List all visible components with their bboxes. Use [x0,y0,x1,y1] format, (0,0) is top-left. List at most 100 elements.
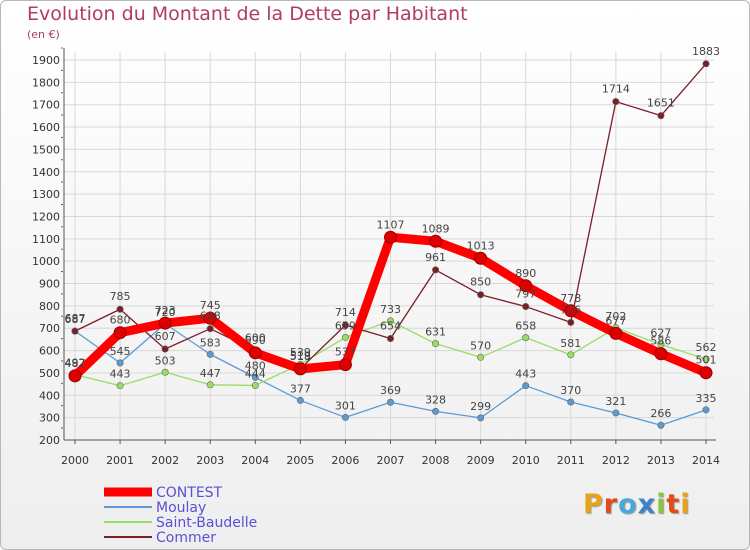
point-moulay-2011 [567,398,575,406]
point-contest-2000 [68,369,82,383]
point-contest-2012 [609,326,623,340]
legend-label-contest: CONTEST [156,485,223,501]
point-moulay-2001 [116,359,124,367]
data-label-contest-2014: 501 [696,354,717,367]
y-tick-label-200: 200 [39,434,60,447]
data-label-saint-baudelle-2012: 702 [605,310,626,323]
point-saint-baudelle-2003 [206,381,214,389]
data-label-contest-2003: 745 [200,299,221,312]
point-saint-baudelle-2011 [567,351,575,359]
x-tick-label-2000: 2000 [61,454,89,467]
data-label-saint-baudelle-2011: 581 [560,337,581,350]
data-label-commer-2006: 714 [335,306,356,319]
data-label-moulay-2001: 545 [110,345,131,358]
data-label-commer-2011: 726 [560,303,581,316]
data-label-moulay-2010: 443 [515,368,536,381]
point-moulay-2014 [702,406,710,414]
data-label-moulay-2007: 369 [380,384,401,397]
y-tick-label-1000: 1000 [32,255,60,268]
point-commer-2008 [432,266,440,274]
data-label-moulay-2009: 299 [470,400,491,413]
data-label-contest-2011: 778 [560,292,581,305]
point-saint-baudelle-2004 [251,381,259,389]
point-saint-baudelle-2014 [702,355,710,363]
chart-title: Evolution du Montant de la Dette par Hab… [27,3,468,25]
x-tick-label-2007: 2007 [377,454,405,467]
data-label-saint-baudelle-2004: 444 [245,367,266,380]
data-label-moulay-2008: 328 [425,393,446,406]
point-contest-2009 [474,251,488,265]
data-label-commer-2001: 785 [110,290,131,303]
point-commer-2007 [386,335,394,343]
point-commer-2009 [477,291,485,299]
point-contest-2010 [519,279,533,293]
data-label-contest-2000: 487 [65,357,86,370]
chart-subtitle: (en €) [27,28,60,41]
x-tick-label-2010: 2010 [512,454,540,467]
x-tick-label-2014: 2014 [692,454,720,467]
y-tick-label-1800: 1800 [32,76,60,89]
data-label-contest-2005: 518 [290,350,311,363]
point-saint-baudelle-2002 [161,368,169,376]
x-tick-label-2008: 2008 [422,454,450,467]
x-tick-label-2005: 2005 [286,454,314,467]
y-tick-label-800: 800 [39,300,60,313]
data-label-saint-baudelle-2003: 447 [200,367,221,380]
data-label-contest-2008: 1089 [422,222,450,235]
point-contest-2006 [338,358,352,372]
data-label-commer-2008: 961 [425,251,446,264]
data-label-moulay-2002: 720 [155,306,176,319]
data-label-commer-2010: 797 [515,288,536,301]
point-moulay-2005 [296,396,304,404]
data-label-commer-2012: 1714 [602,83,630,96]
data-label-commer-2000: 687 [65,312,86,325]
point-contest-2005 [293,362,307,376]
x-tick-label-2006: 2006 [331,454,359,467]
data-label-moulay-2014: 335 [696,392,717,405]
data-label-saint-baudelle-2010: 658 [515,320,536,333]
series-group [68,60,713,429]
data-label-contest-2006: 537 [335,346,356,359]
y-tick-label-700: 700 [39,322,60,335]
data-label-saint-baudelle-2001: 443 [110,368,131,381]
data-label-saint-baudelle-2014: 562 [696,341,717,354]
y-tick-label-1900: 1900 [32,54,60,67]
legend-label-saint-baudelle: Saint-Baudelle [156,515,257,531]
data-label-contest-2002: 723 [155,304,176,317]
data-label-saint-baudelle-2002: 503 [155,354,176,367]
x-tick-label-2011: 2011 [557,454,585,467]
data-label-contest-2012: 677 [605,314,626,327]
y-tick-label-900: 900 [39,278,60,291]
data-label-moulay-2000: 687 [65,313,86,326]
axes: 200 300 400 500 600 700 800 900 1000 1100 1200 1300… [32,47,720,467]
point-contest-2014 [699,366,713,380]
point-moulay-2013 [657,421,665,429]
y-tick-label-1600: 1600 [32,121,60,134]
point-contest-2007 [384,230,397,244]
point-commer-2000 [71,327,79,335]
data-label-commer-2004: 600 [245,332,266,345]
data-label-commer-2013: 1651 [647,97,675,110]
x-tick-label-2004: 2004 [241,454,269,467]
legend-label-commer: Commer [156,530,216,546]
data-label-contest-2013: 586 [650,335,671,348]
y-tick-label-1400: 1400 [32,166,60,179]
point-moulay-2003 [206,350,214,358]
y-tick-label-500: 500 [39,367,60,380]
data-labels: 487 680 723 745 590 518 537 1107 1089 1013 890 778 6… [65,45,721,420]
data-label-contest-2007: 1107 [377,218,405,231]
data-label-contest-2004: 590 [245,334,266,347]
data-label-moulay-2005: 377 [290,382,311,395]
point-commer-2001 [116,305,124,313]
y-tick-label-1100: 1100 [32,233,60,246]
point-saint-baudelle-2006 [341,333,349,341]
point-moulay-2010 [522,382,530,390]
point-saint-baudelle-2008 [432,340,440,348]
point-commer-2012 [612,98,620,106]
point-contest-2011 [564,304,578,318]
point-saint-baudelle-2010 [522,334,530,342]
point-commer-2011 [567,318,575,326]
point-commer-2010 [522,303,530,311]
point-contest-2002 [158,316,172,330]
point-commer-2006 [341,321,349,329]
